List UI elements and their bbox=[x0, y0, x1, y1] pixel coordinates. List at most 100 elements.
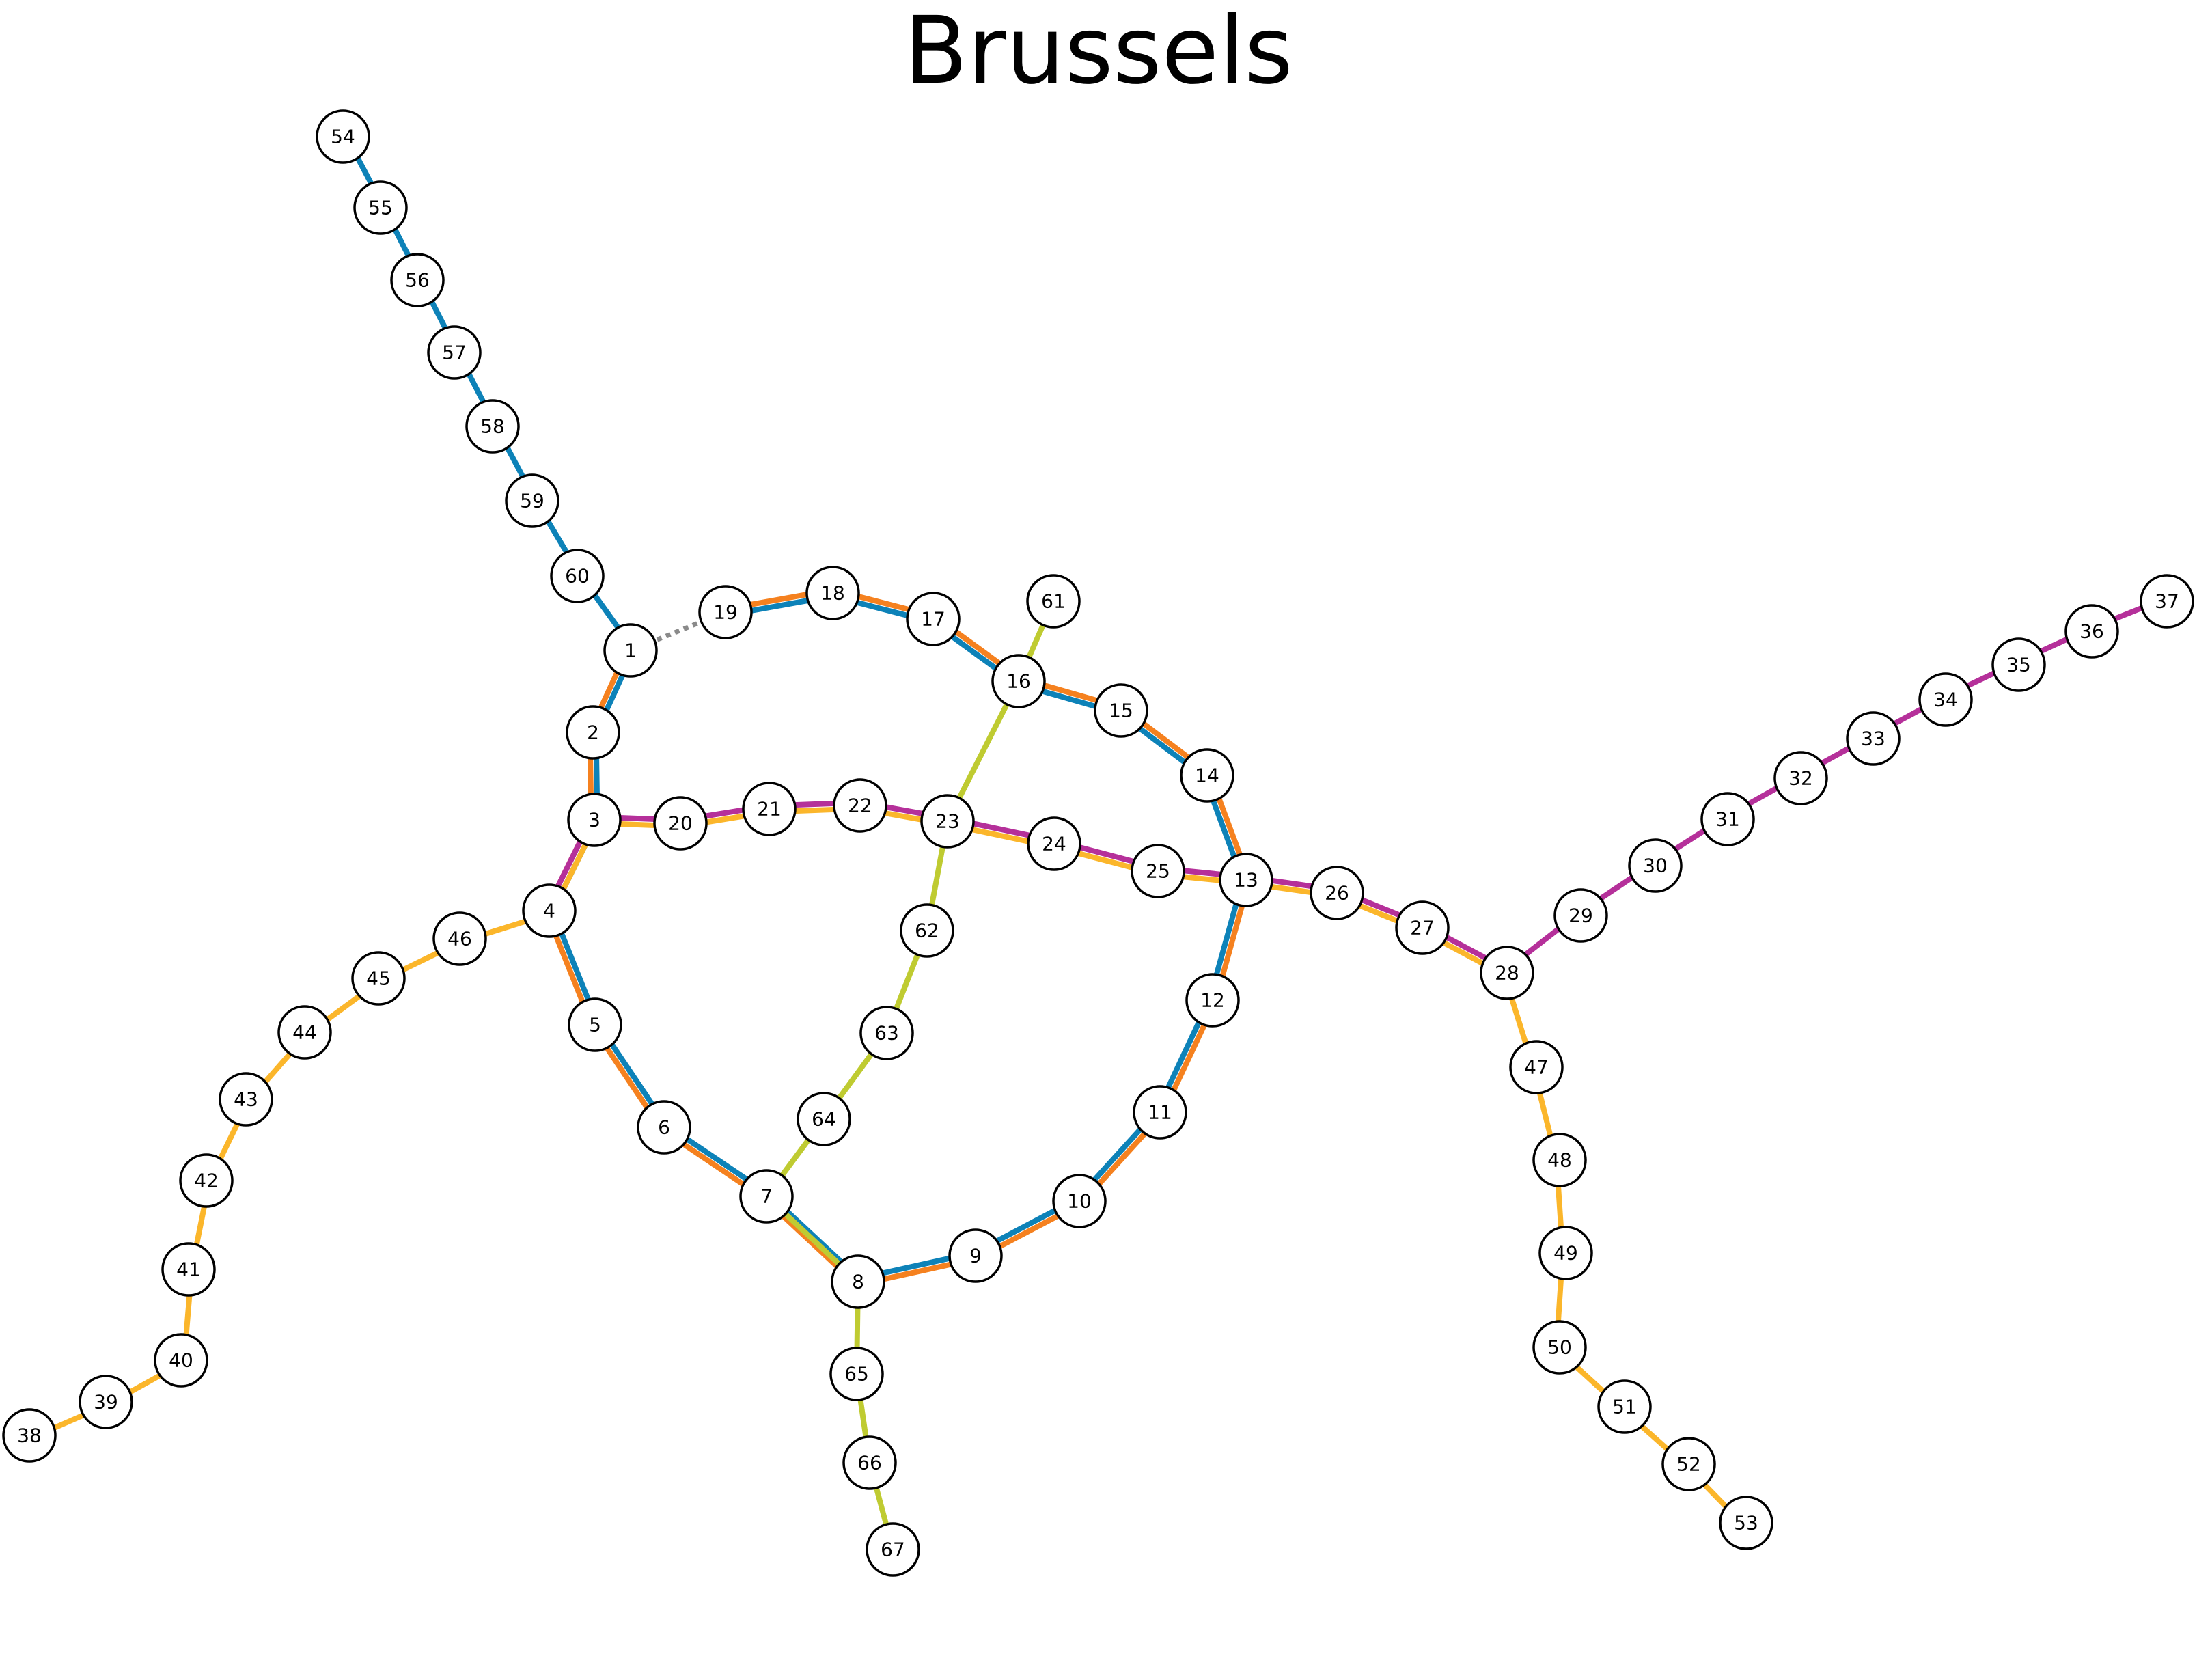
station-marker bbox=[568, 997, 622, 1052]
station-34[interactable]: 34 bbox=[1918, 672, 1973, 727]
station-label: 64 bbox=[812, 1108, 836, 1131]
station-4[interactable]: 4 bbox=[522, 883, 577, 938]
station-label: 51 bbox=[1612, 1396, 1637, 1418]
station-30[interactable]: 30 bbox=[1628, 838, 1683, 893]
station-label: 5 bbox=[589, 1014, 601, 1036]
station-6[interactable]: 6 bbox=[637, 1100, 691, 1155]
station-60[interactable]: 60 bbox=[550, 549, 605, 603]
station-label: 41 bbox=[176, 1258, 201, 1281]
station-marker bbox=[1052, 1174, 1107, 1228]
station-marker bbox=[550, 549, 605, 603]
station-marker bbox=[805, 566, 860, 620]
station-8[interactable]: 8 bbox=[831, 1254, 885, 1309]
station-11[interactable]: 11 bbox=[1133, 1085, 1187, 1140]
station-44[interactable]: 44 bbox=[277, 1005, 332, 1060]
station-53[interactable]: 53 bbox=[1719, 1496, 1773, 1550]
station-14[interactable]: 14 bbox=[1180, 748, 1234, 803]
station-54[interactable]: 54 bbox=[316, 109, 370, 164]
station-12[interactable]: 12 bbox=[1185, 973, 1240, 1028]
station-5[interactable]: 5 bbox=[568, 997, 622, 1052]
station-13[interactable]: 13 bbox=[1219, 853, 1273, 907]
station-25[interactable]: 25 bbox=[1131, 844, 1185, 898]
station-36[interactable]: 36 bbox=[2064, 604, 2119, 659]
station-label: 44 bbox=[292, 1021, 317, 1044]
station-label: 18 bbox=[820, 582, 845, 605]
station-47[interactable]: 47 bbox=[1509, 1040, 1564, 1094]
station-1[interactable]: 1 bbox=[603, 623, 658, 678]
station-67[interactable]: 67 bbox=[866, 1522, 920, 1577]
station-42[interactable]: 42 bbox=[179, 1153, 234, 1208]
station-3[interactable]: 3 bbox=[567, 793, 622, 847]
station-label: 53 bbox=[1734, 1512, 1758, 1534]
station-7[interactable]: 7 bbox=[739, 1169, 794, 1224]
station-19[interactable]: 19 bbox=[698, 585, 753, 639]
station-label: 12 bbox=[1200, 989, 1225, 1012]
station-29[interactable]: 29 bbox=[1553, 888, 1608, 943]
station-26[interactable]: 26 bbox=[1310, 866, 1364, 920]
station-39[interactable]: 39 bbox=[79, 1375, 133, 1429]
station-20[interactable]: 20 bbox=[653, 796, 708, 851]
station-61[interactable]: 61 bbox=[1026, 574, 1081, 629]
station-marker bbox=[567, 793, 622, 847]
station-57[interactable]: 57 bbox=[427, 325, 482, 380]
station-46[interactable]: 46 bbox=[432, 911, 487, 966]
station-65[interactable]: 65 bbox=[829, 1347, 884, 1401]
station-marker bbox=[1180, 748, 1234, 803]
station-63[interactable]: 63 bbox=[859, 1006, 914, 1060]
station-2[interactable]: 2 bbox=[566, 705, 620, 760]
station-23[interactable]: 23 bbox=[920, 794, 975, 849]
station-label: 43 bbox=[234, 1088, 258, 1111]
station-31[interactable]: 31 bbox=[1700, 792, 1755, 846]
station-38[interactable]: 38 bbox=[2, 1408, 57, 1463]
station-48[interactable]: 48 bbox=[1532, 1133, 1587, 1187]
station-label: 65 bbox=[844, 1363, 869, 1386]
station-24[interactable]: 24 bbox=[1027, 816, 1081, 871]
station-label: 17 bbox=[921, 608, 945, 631]
station-label: 56 bbox=[405, 269, 430, 292]
station-37[interactable]: 37 bbox=[2140, 574, 2194, 629]
station-35[interactable]: 35 bbox=[1991, 637, 2046, 692]
station-62[interactable]: 62 bbox=[900, 903, 954, 958]
station-43[interactable]: 43 bbox=[219, 1072, 273, 1127]
station-58[interactable]: 58 bbox=[465, 399, 520, 454]
station-label: 66 bbox=[857, 1452, 882, 1474]
station-marker bbox=[1700, 792, 1755, 846]
station-41[interactable]: 41 bbox=[161, 1242, 216, 1297]
station-50[interactable]: 50 bbox=[1532, 1320, 1587, 1375]
station-40[interactable]: 40 bbox=[154, 1333, 208, 1388]
station-55[interactable]: 55 bbox=[353, 180, 408, 235]
station-label: 35 bbox=[2006, 654, 2031, 676]
station-17[interactable]: 17 bbox=[906, 592, 961, 646]
station-22[interactable]: 22 bbox=[833, 778, 887, 833]
station-label: 9 bbox=[969, 1245, 982, 1267]
station-9[interactable]: 9 bbox=[948, 1228, 1003, 1283]
station-label: 46 bbox=[447, 928, 472, 950]
station-56[interactable]: 56 bbox=[390, 253, 445, 307]
station-marker bbox=[1480, 946, 1534, 1000]
station-marker bbox=[154, 1333, 208, 1388]
station-marker bbox=[1395, 900, 1450, 955]
station-66[interactable]: 66 bbox=[842, 1435, 897, 1490]
map-title: Brussels bbox=[904, 0, 1293, 105]
station-59[interactable]: 59 bbox=[505, 473, 559, 528]
station-label: 67 bbox=[881, 1539, 905, 1561]
station-label: 19 bbox=[713, 601, 738, 624]
station-15[interactable]: 15 bbox=[1094, 683, 1148, 738]
station-49[interactable]: 49 bbox=[1538, 1226, 1593, 1280]
station-64[interactable]: 64 bbox=[797, 1092, 851, 1146]
station-21[interactable]: 21 bbox=[742, 782, 797, 836]
station-16[interactable]: 16 bbox=[991, 654, 1046, 708]
station-10[interactable]: 10 bbox=[1052, 1174, 1107, 1228]
station-label: 62 bbox=[915, 920, 939, 942]
station-marker bbox=[316, 109, 370, 164]
station-label: 26 bbox=[1325, 882, 1349, 905]
station-18[interactable]: 18 bbox=[805, 566, 860, 620]
station-33[interactable]: 33 bbox=[1846, 711, 1901, 766]
station-32[interactable]: 32 bbox=[1773, 751, 1828, 805]
station-27[interactable]: 27 bbox=[1395, 900, 1450, 955]
station-label: 55 bbox=[368, 197, 393, 219]
station-45[interactable]: 45 bbox=[351, 951, 406, 1006]
station-28[interactable]: 28 bbox=[1480, 946, 1534, 1000]
station-52[interactable]: 52 bbox=[1661, 1437, 1716, 1491]
station-51[interactable]: 51 bbox=[1597, 1379, 1652, 1434]
